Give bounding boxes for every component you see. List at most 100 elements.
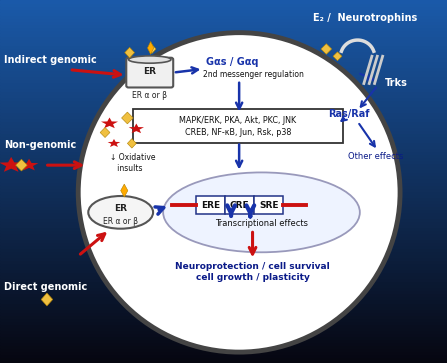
Text: 2nd messenger regulation: 2nd messenger regulation — [203, 70, 304, 79]
Bar — [0, 45, 447, 48]
Bar — [0, 9, 447, 12]
Bar — [0, 293, 447, 297]
Text: ER: ER — [143, 67, 156, 76]
Polygon shape — [122, 112, 133, 124]
Bar — [0, 351, 447, 354]
Bar — [0, 145, 447, 148]
Bar — [0, 109, 447, 112]
Ellipse shape — [89, 196, 153, 229]
Bar — [0, 157, 447, 160]
Bar — [0, 206, 447, 209]
Bar — [0, 218, 447, 221]
Bar — [0, 88, 447, 91]
Bar — [0, 160, 447, 163]
Bar — [0, 73, 447, 76]
Bar — [0, 139, 447, 142]
Bar — [0, 269, 447, 272]
Bar — [0, 287, 447, 290]
Bar — [0, 94, 447, 97]
Bar — [0, 48, 447, 52]
Polygon shape — [127, 139, 136, 148]
Text: E₂ /  Neurotrophins: E₂ / Neurotrophins — [313, 13, 417, 23]
Bar — [0, 166, 447, 170]
Text: Non-genomic: Non-genomic — [4, 140, 77, 150]
Bar — [0, 278, 447, 281]
Bar — [0, 248, 447, 251]
Bar — [0, 151, 447, 154]
Bar — [0, 15, 447, 18]
Bar — [0, 121, 447, 124]
Bar — [0, 106, 447, 109]
FancyBboxPatch shape — [196, 196, 225, 214]
Ellipse shape — [78, 33, 400, 352]
Bar — [0, 299, 447, 302]
Polygon shape — [129, 123, 144, 133]
Bar — [0, 133, 447, 136]
Text: Trks: Trks — [385, 78, 408, 89]
Bar — [0, 236, 447, 239]
Bar — [0, 61, 447, 64]
FancyBboxPatch shape — [127, 58, 173, 87]
Bar — [0, 6, 447, 9]
Bar — [0, 302, 447, 306]
Polygon shape — [148, 45, 156, 53]
Bar — [0, 27, 447, 30]
Bar — [0, 197, 447, 200]
Bar — [0, 79, 447, 82]
Bar — [0, 12, 447, 15]
Ellipse shape — [163, 172, 360, 252]
Polygon shape — [321, 44, 332, 54]
Bar — [0, 209, 447, 212]
Bar — [0, 309, 447, 311]
Bar — [0, 360, 447, 363]
Bar — [0, 124, 447, 127]
Bar — [0, 345, 447, 348]
Bar — [0, 251, 447, 254]
FancyBboxPatch shape — [254, 196, 283, 214]
Bar — [0, 200, 447, 203]
FancyBboxPatch shape — [225, 196, 254, 214]
Bar — [0, 263, 447, 266]
Text: Direct genomic: Direct genomic — [4, 282, 88, 292]
Polygon shape — [121, 184, 128, 197]
Polygon shape — [20, 159, 38, 170]
Text: MAPK/ERK, PKA, Akt, PKC, JNK: MAPK/ERK, PKA, Akt, PKC, JNK — [179, 116, 297, 125]
Bar — [0, 33, 447, 36]
Bar — [0, 118, 447, 121]
Bar — [0, 39, 447, 42]
Polygon shape — [333, 52, 342, 61]
Bar — [0, 184, 447, 188]
Bar — [0, 333, 447, 336]
Bar — [0, 36, 447, 39]
Bar — [0, 339, 447, 342]
Bar — [0, 100, 447, 103]
Bar — [0, 154, 447, 157]
Bar — [0, 330, 447, 333]
FancyBboxPatch shape — [133, 109, 343, 143]
Bar — [0, 230, 447, 233]
Bar — [0, 306, 447, 309]
Bar — [0, 179, 447, 182]
Bar — [0, 112, 447, 115]
Bar — [0, 66, 447, 70]
Bar — [0, 290, 447, 293]
Bar — [0, 357, 447, 360]
Bar — [0, 175, 447, 179]
Bar — [0, 257, 447, 260]
Bar — [0, 348, 447, 351]
Text: ER α or β: ER α or β — [132, 91, 167, 99]
Polygon shape — [0, 157, 23, 172]
Bar — [0, 272, 447, 275]
Ellipse shape — [129, 56, 171, 63]
Bar — [0, 21, 447, 24]
Polygon shape — [100, 127, 110, 138]
Bar — [0, 130, 447, 133]
Bar — [0, 212, 447, 215]
Bar — [0, 127, 447, 130]
Bar — [0, 148, 447, 151]
Bar — [0, 342, 447, 345]
Bar — [0, 193, 447, 197]
Bar — [0, 76, 447, 79]
Bar — [0, 215, 447, 218]
Bar — [0, 163, 447, 166]
